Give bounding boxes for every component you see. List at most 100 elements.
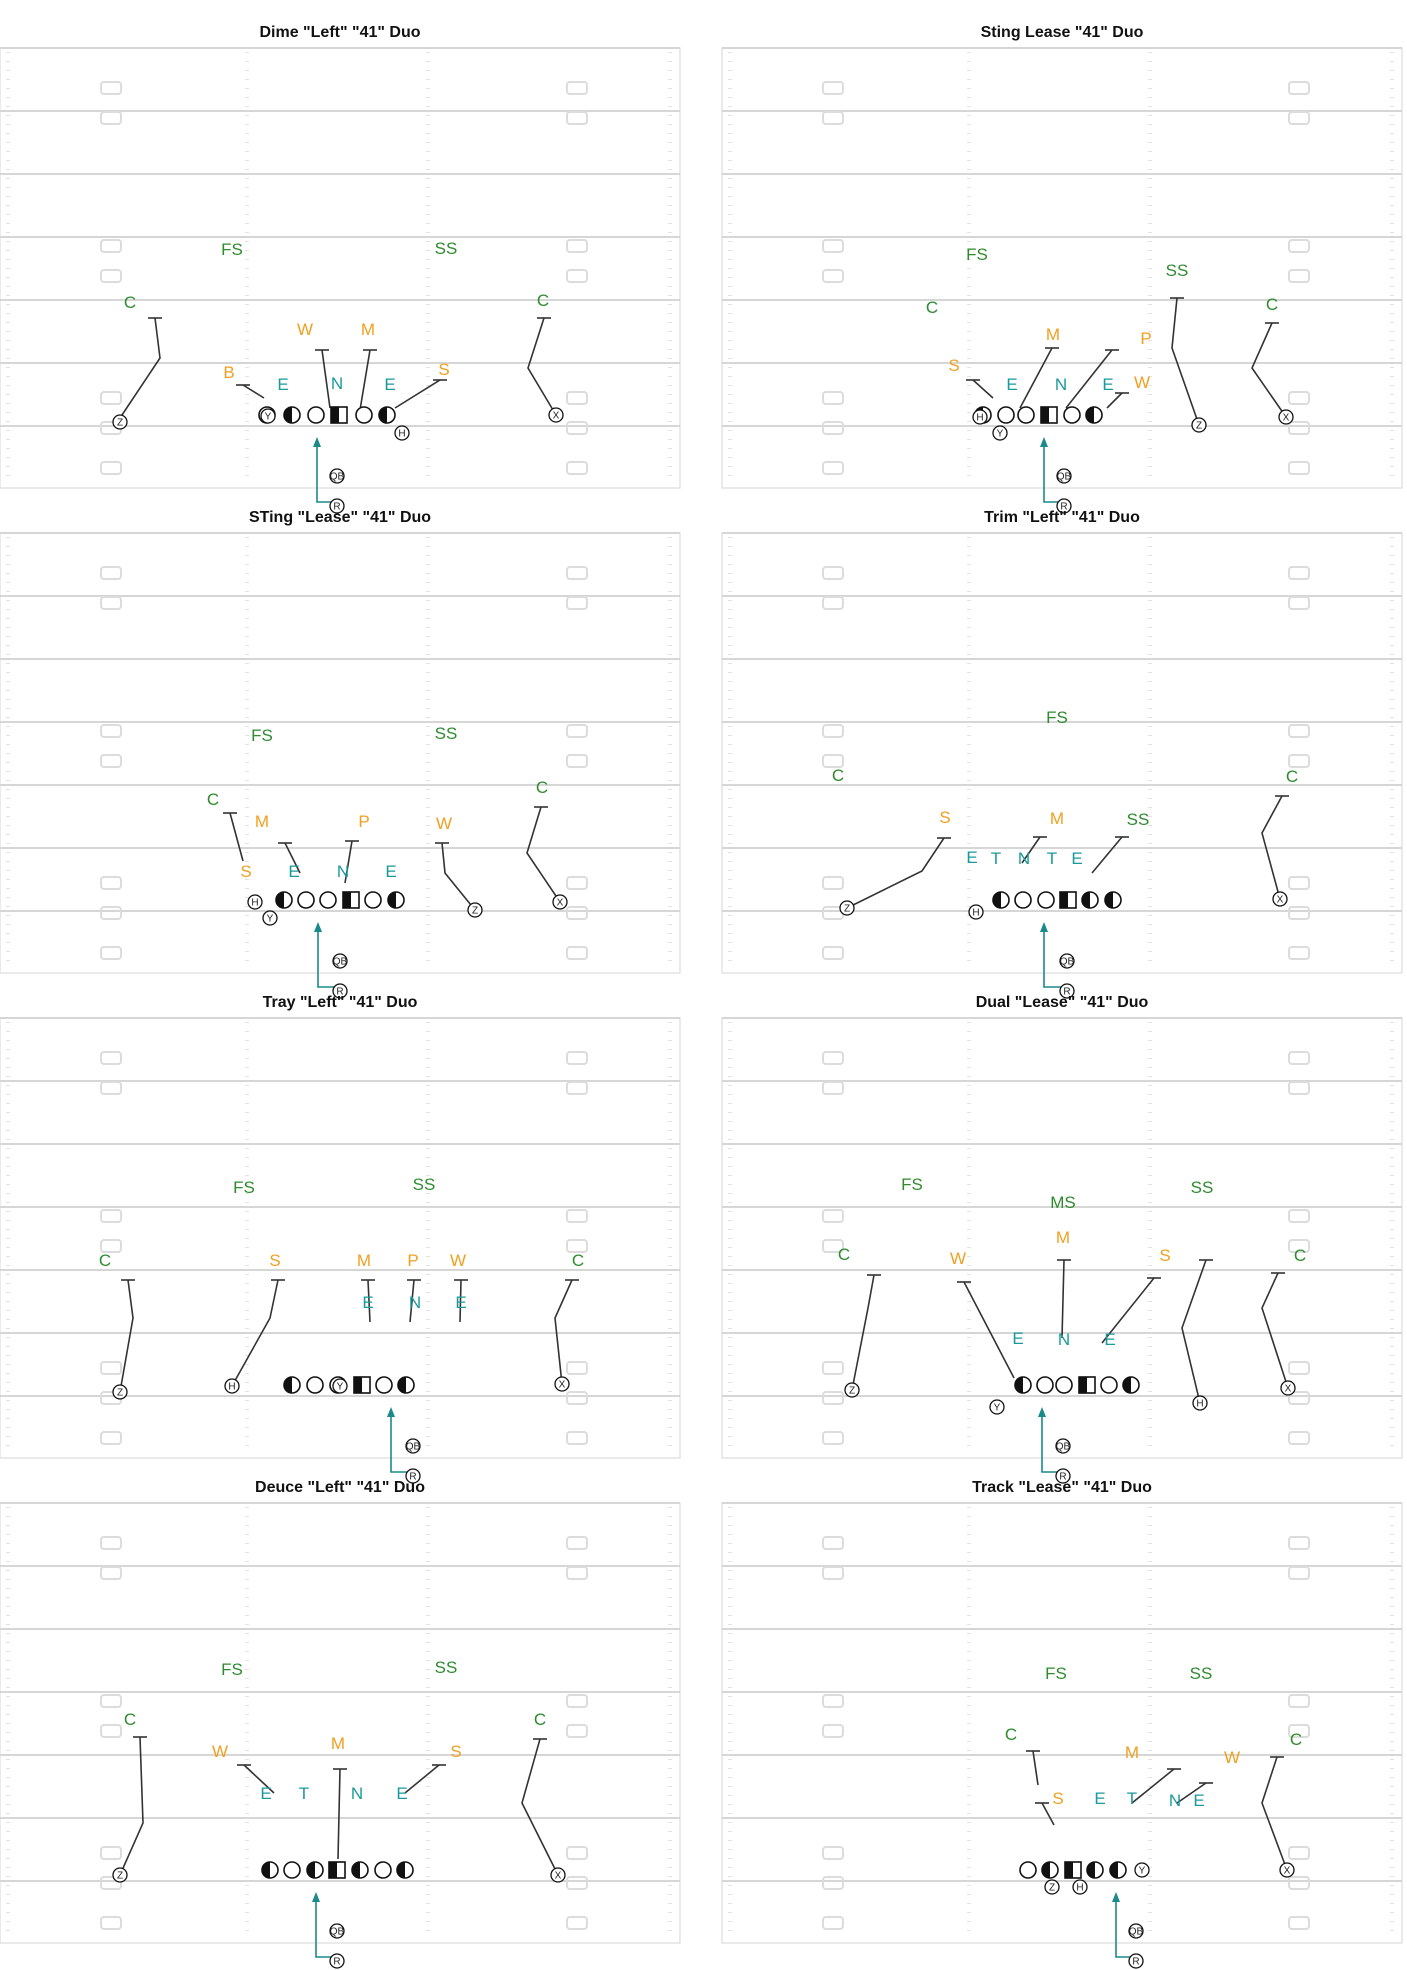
assignment-route <box>367 1279 371 1323</box>
receiver-label: Y <box>1139 1866 1146 1877</box>
defender-linebacker: P <box>407 1251 418 1270</box>
yard-number-mark <box>100 754 122 768</box>
yard-number-mark <box>822 391 844 405</box>
defender-dline: E <box>1193 1791 1204 1810</box>
yard-number-mark <box>100 1724 122 1738</box>
yard-number-mark <box>100 1209 122 1223</box>
defender-dline: E <box>288 862 299 881</box>
assignment-route <box>1106 392 1123 409</box>
run-path <box>315 1895 334 1958</box>
quarterback-marker <box>1128 1923 1144 1939</box>
yard-number-mark <box>100 391 122 405</box>
receiver-marker <box>1279 1862 1295 1878</box>
defender-secondary: SS <box>435 239 458 258</box>
assignment-route <box>321 349 331 409</box>
receiver-label: X <box>553 411 560 422</box>
yard-number-mark <box>566 906 588 920</box>
yard-number-mark <box>100 1536 122 1550</box>
defender-dline: T <box>1127 1789 1137 1808</box>
yard-number-mark <box>822 81 844 95</box>
receiver-marker <box>839 900 855 916</box>
receiver-label: Z <box>1049 1883 1055 1894</box>
receiver-marker <box>552 894 568 910</box>
defender-secondary: C <box>838 1245 850 1264</box>
receiver-marker <box>1191 417 1207 433</box>
receiver-marker <box>112 1867 128 1883</box>
assignment-route <box>119 1736 144 1876</box>
defender-linebacker: S <box>1052 1789 1063 1808</box>
defender-dline: E <box>396 1784 407 1803</box>
quarterback-label: QB <box>330 472 345 483</box>
yard-number-mark <box>1288 269 1310 283</box>
lineman-half-fill <box>398 1377 406 1393</box>
lineman-half-fill <box>262 1862 270 1878</box>
running-back-label: R <box>1060 502 1067 513</box>
assignment-route <box>441 842 476 911</box>
yard-number-mark <box>566 1239 588 1253</box>
defender-secondary: SS <box>413 1175 436 1194</box>
receiver-label: X <box>1283 413 1290 424</box>
yard-number-mark <box>100 269 122 283</box>
play-diagram: Z H Y X QB R FS SS C C S M P W E N E <box>0 1017 681 1484</box>
center-square-fill <box>329 1862 337 1878</box>
quarterback-marker <box>332 953 348 969</box>
yard-number-mark <box>100 1876 122 1890</box>
defender-dline: E <box>260 1784 271 1803</box>
receiver-marker <box>247 894 263 910</box>
run-path <box>1043 440 1062 503</box>
assignment-route <box>242 384 265 399</box>
defender-secondary: C <box>534 1710 546 1729</box>
receiver-label: X <box>555 1871 562 1882</box>
defender-dline: E <box>1071 849 1082 868</box>
yard-number-mark <box>1288 1431 1310 1445</box>
assignment-route <box>1181 1259 1207 1404</box>
defender-dline: E <box>362 1293 373 1312</box>
lineman-half-fill <box>1086 407 1094 423</box>
yard-number-mark <box>566 269 588 283</box>
defender-dline: E <box>966 848 977 867</box>
run-path <box>1115 1895 1134 1958</box>
receiver-label: H <box>398 429 405 440</box>
defender-dline: T <box>991 849 1001 868</box>
yard-number-mark <box>566 111 588 125</box>
yard-number-mark <box>100 1051 122 1065</box>
yard-number-mark <box>566 1566 588 1580</box>
run-arrowhead <box>1040 437 1048 447</box>
receiver-label: Z <box>849 1386 855 1397</box>
lineman-circle <box>1017 406 1035 424</box>
yard-number-mark <box>822 1566 844 1580</box>
assignment-route <box>394 379 441 409</box>
play-title: Track "Lease" "41" Duo <box>972 1479 1152 1496</box>
yard-number-mark <box>1288 566 1310 580</box>
play-title: Dual "Lease" "41" Duo <box>976 994 1149 1011</box>
run-path <box>1043 925 1062 988</box>
yard-number-mark <box>100 239 122 253</box>
defender-secondary: FS <box>233 1178 255 1197</box>
yard-number-mark <box>822 1239 844 1253</box>
defender-linebacker: S <box>948 356 959 375</box>
defender-linebacker: W <box>950 1249 966 1268</box>
quarterback-marker <box>405 1438 421 1454</box>
defender-dline: E <box>277 375 288 394</box>
yard-number-mark <box>1288 876 1310 890</box>
lineman-circle <box>1036 1376 1054 1394</box>
defender-dline: T <box>1047 849 1057 868</box>
lineman-circle <box>364 891 382 909</box>
quarterback-marker <box>1059 953 1075 969</box>
receiver-label: X <box>559 1380 566 1391</box>
assignment-route <box>1251 322 1287 418</box>
play-diagram: Z X QB R FS SS C C W M S E T N E <box>0 1502 681 1969</box>
receiver-label: Y <box>994 1403 1001 1414</box>
yard-number-mark <box>1288 754 1310 768</box>
defender-secondary: C <box>207 790 219 809</box>
defender-secondary: C <box>1290 1730 1302 1749</box>
yard-number-mark <box>822 421 844 435</box>
receiver-marker <box>1044 1879 1060 1895</box>
receiver-marker <box>332 1378 348 1394</box>
yard-number-mark <box>822 566 844 580</box>
lineman-circle <box>1019 1861 1037 1879</box>
yard-number-mark <box>1288 111 1310 125</box>
receiver-marker <box>1192 1395 1208 1411</box>
receiver-label: H <box>976 413 983 424</box>
yard-number-mark <box>100 111 122 125</box>
